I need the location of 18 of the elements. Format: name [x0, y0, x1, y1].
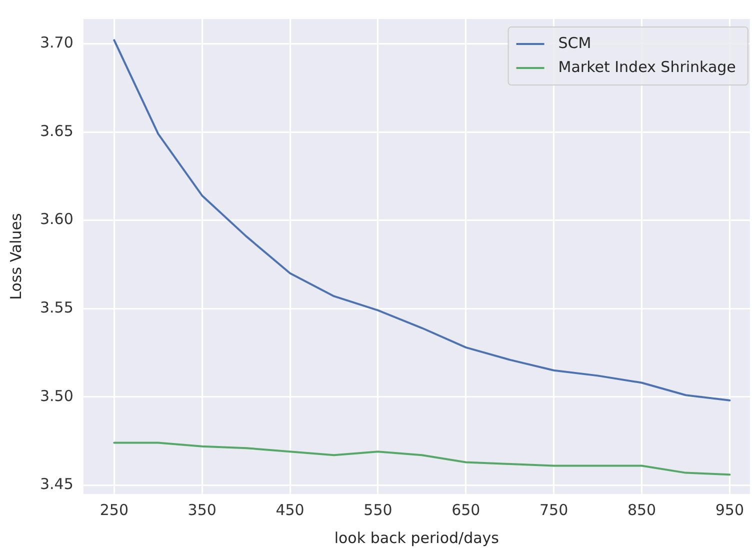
- x-tick-label: 750: [540, 500, 568, 519]
- y-tick-label: 3.70: [40, 34, 74, 52]
- y-tick-label: 3.60: [40, 210, 74, 228]
- x-tick-label: 650: [452, 500, 480, 519]
- x-tick-label: 250: [100, 500, 128, 519]
- x-tick-label: 350: [188, 500, 216, 519]
- x-tick-label: 450: [276, 500, 304, 519]
- y-tick-label: 3.45: [40, 475, 74, 494]
- x-tick-label: 850: [627, 500, 656, 519]
- y-tick-label: 3.65: [40, 122, 74, 140]
- x-tick-label: 550: [364, 500, 392, 519]
- legend-label: Market Index Shrinkage: [558, 58, 736, 76]
- x-axis-title: look back period/days: [334, 528, 500, 547]
- x-tick-label: 950: [715, 500, 744, 519]
- y-tick-label: 3.50: [40, 386, 74, 405]
- legend-label: SCM: [558, 34, 592, 52]
- y-tick-label: 3.55: [40, 298, 74, 316]
- y-axis-title: Loss Values: [6, 212, 25, 300]
